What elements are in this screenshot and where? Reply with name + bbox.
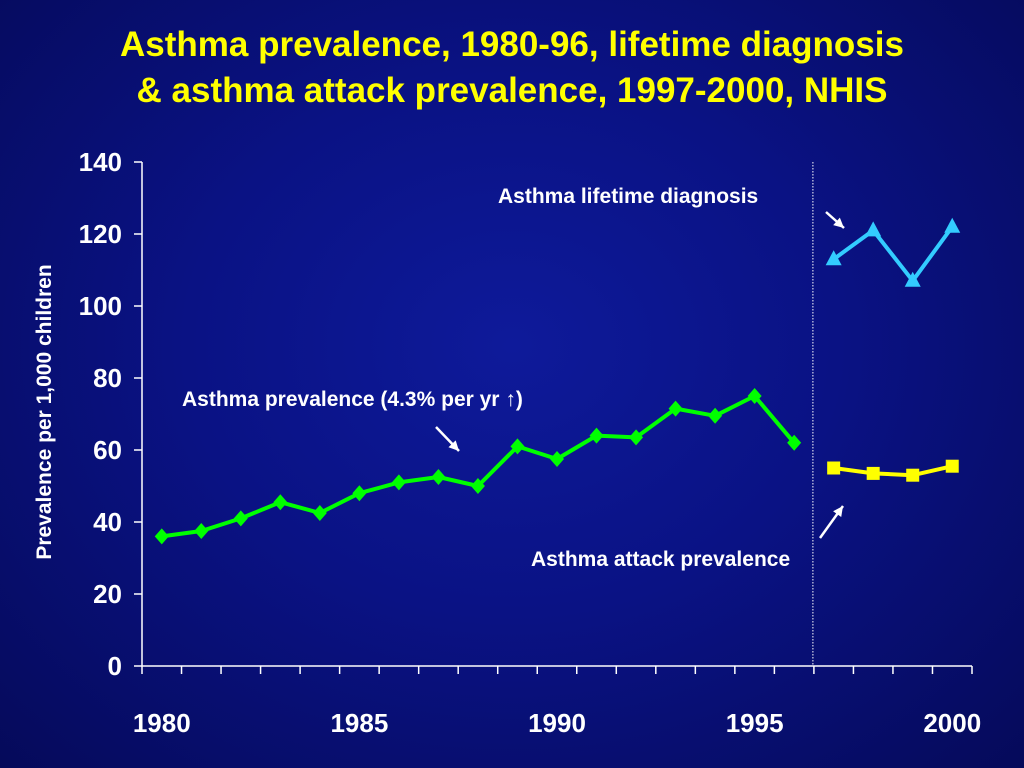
y-tick-label: 40 (93, 507, 122, 537)
arrow-lifetime-head (833, 217, 844, 228)
annotation-prevalence: Asthma prevalence (4.3% per yr ↑) (182, 388, 523, 411)
data-point-triangle (944, 217, 961, 233)
y-tick-label: 0 (108, 651, 122, 681)
arrow-attack-head (833, 506, 843, 518)
slide-title: Asthma prevalence, 1980-96, lifetime dia… (0, 22, 1024, 114)
x-tick-label: 1995 (726, 708, 784, 738)
data-point-diamond (470, 478, 485, 494)
data-point-diamond (629, 429, 644, 446)
x-tick-label: 2000 (923, 708, 981, 738)
data-point-diamond (154, 528, 169, 545)
data-point-square (866, 466, 880, 480)
title-line-1: Asthma prevalence, 1980-96, lifetime dia… (120, 25, 904, 64)
data-point-diamond (787, 434, 802, 451)
data-point-triangle (904, 271, 921, 287)
y-tick-label: 60 (93, 435, 122, 465)
data-point-diamond (589, 427, 604, 444)
annotations-group: Asthma prevalence (4.3% per yr ↑)Asthma … (182, 185, 845, 571)
data-point-diamond (431, 469, 446, 485)
annotation-prevalence-text: Asthma prevalence (4.3% per yr (182, 388, 505, 411)
data-point-diamond (233, 510, 248, 527)
data-point-diamond (352, 485, 367, 502)
y-tick-label: 100 (79, 291, 122, 321)
data-point-diamond (550, 451, 564, 467)
y-tick-label: 20 (93, 579, 122, 609)
series-group (154, 217, 961, 545)
data-point-diamond (312, 505, 327, 521)
data-point-square (827, 461, 841, 475)
data-point-diamond (510, 438, 525, 455)
data-point-square (945, 459, 959, 473)
data-point-triangle (825, 250, 842, 266)
data-point-diamond (273, 494, 288, 511)
y-tick-label: 80 (93, 363, 122, 393)
data-point-diamond (668, 400, 683, 417)
title-line-2: & asthma attack prevalence, 1997-2000, N… (136, 71, 888, 110)
y-tick-label: 140 (79, 147, 122, 177)
data-point-square (906, 468, 920, 482)
arrow-prevalence-head (448, 440, 459, 451)
series-line-1 (832, 225, 954, 283)
x-tick-label: 1990 (528, 708, 586, 738)
x-tick-label: 1985 (330, 708, 388, 738)
data-point-diamond (747, 388, 762, 404)
annotation-lifetime: Asthma lifetime diagnosis (498, 185, 758, 208)
data-point-diamond (194, 523, 209, 539)
data-point-triangle (865, 221, 882, 237)
series-line-2 (833, 464, 953, 478)
data-point-diamond (708, 407, 723, 424)
annotation-prevalence-end: ) (516, 388, 523, 411)
y-tick-label: 120 (79, 219, 122, 249)
arrow-up-glyph: ↑ (505, 388, 516, 411)
y-axis-label: Prevalence per 1,000 children (33, 264, 56, 559)
annotation-attack: Asthma attack prevalence (531, 548, 790, 571)
axes-group: 0 20 40 60 80 100 120 140 1980 1985 1990 1995 2000 Pr… (33, 147, 981, 738)
data-point-diamond (391, 474, 406, 491)
x-tick-label: 1980 (133, 708, 191, 738)
series-line-0 (161, 394, 796, 539)
